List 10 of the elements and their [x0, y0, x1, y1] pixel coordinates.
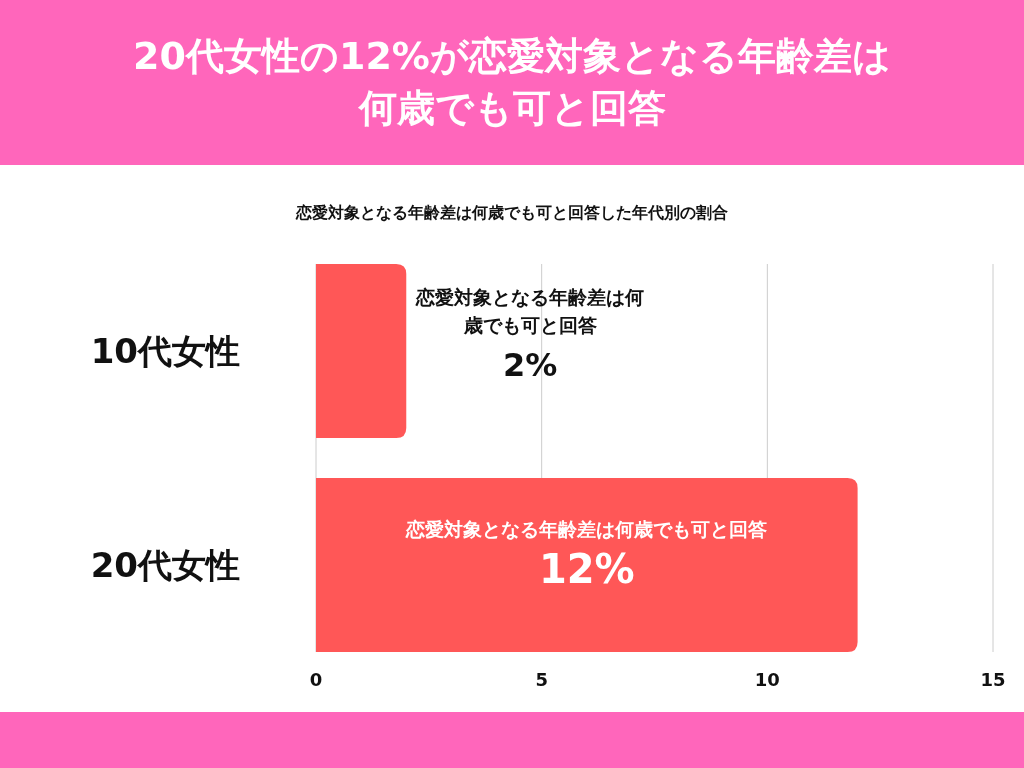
title: 20代女性の12%が恋愛対象となる年齢差は何歳でも可と回答	[132, 33, 892, 132]
data-label: 恋愛対象となる年齢差は何歳でも可と回答 12%	[404, 517, 769, 594]
subtitle: 恋愛対象となる年齢差は何歳でも可と回答した年代別の割合	[294, 203, 729, 224]
data-label: 恋愛対象となる年齢差は何歳でも可と回答 2%	[414, 285, 646, 386]
category: 20代女性	[89, 544, 240, 587]
category: 10代女性	[89, 330, 240, 373]
x-tick-label: 10	[754, 669, 780, 690]
x-tick-label: 15	[980, 669, 1006, 690]
x-tick-label: 5	[535, 669, 548, 690]
x-tick-label: 0	[309, 669, 323, 690]
